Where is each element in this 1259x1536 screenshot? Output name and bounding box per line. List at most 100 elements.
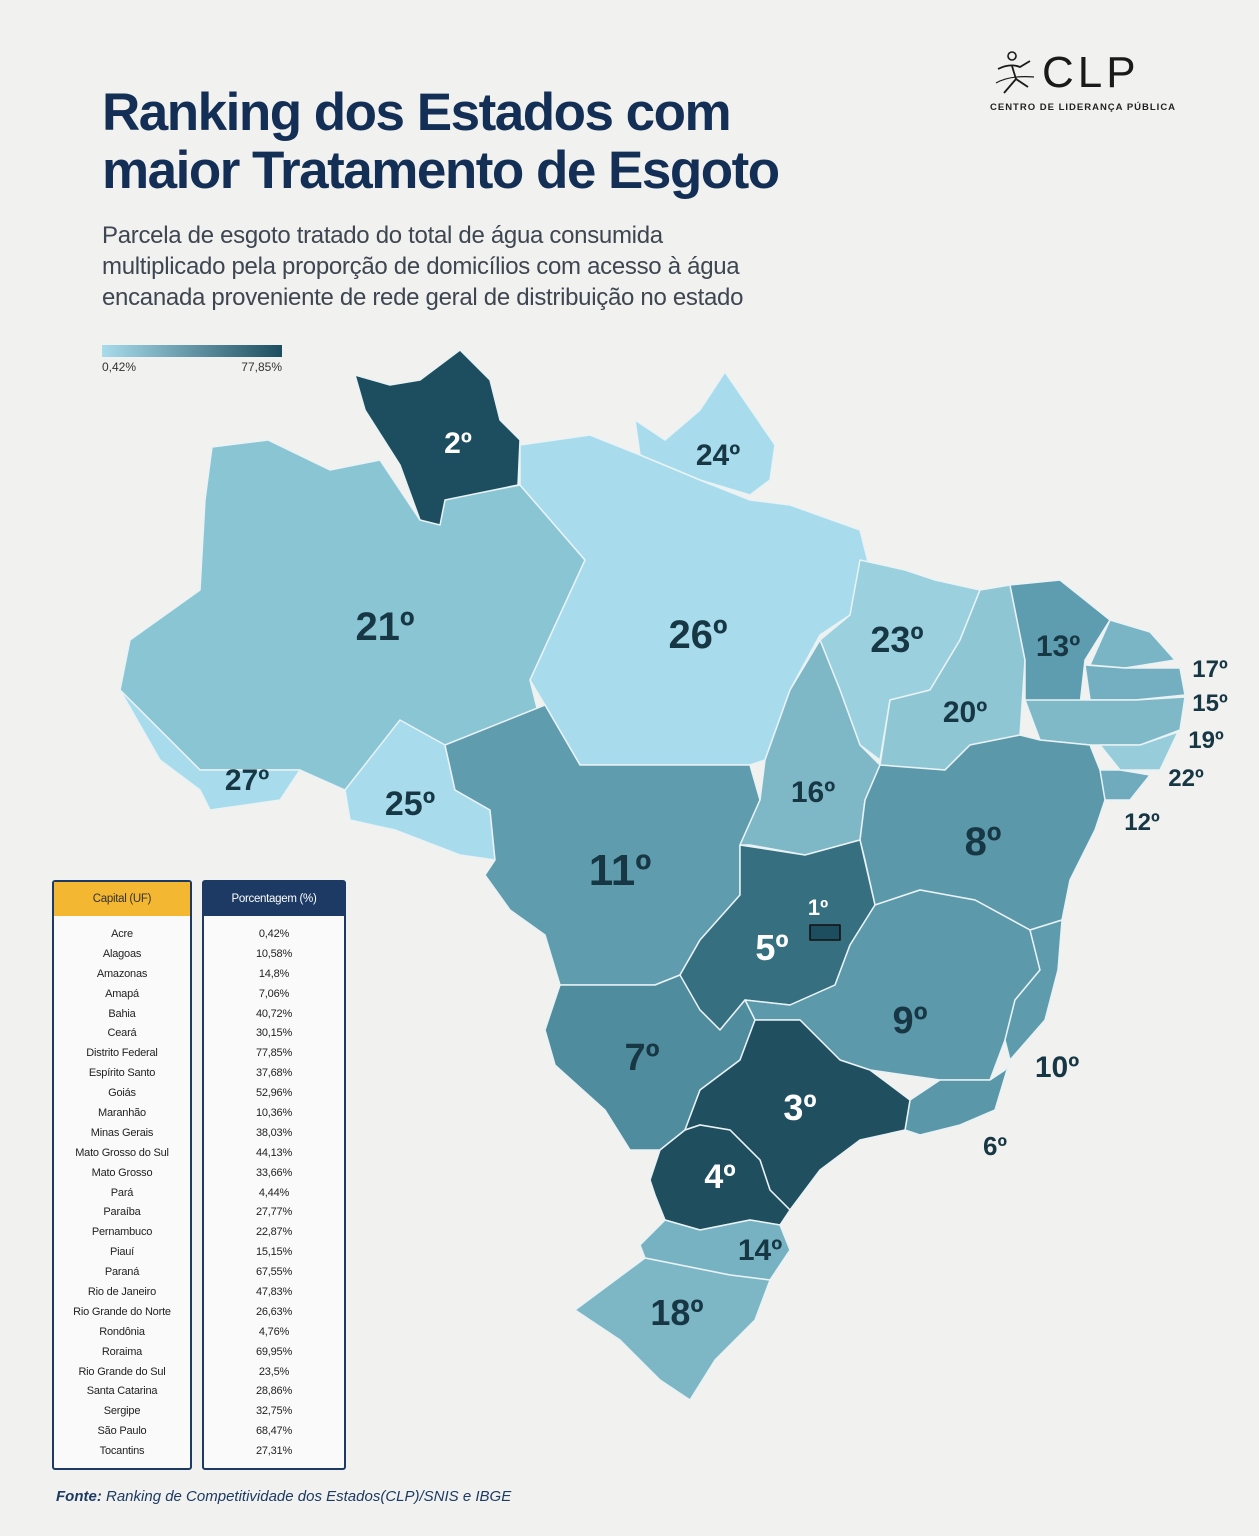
table-row-state: Piauí bbox=[109, 1246, 135, 1259]
table-row-percent: 14,8% bbox=[258, 967, 290, 980]
rank-label-df: 1º bbox=[808, 895, 828, 920]
table-row-state: Pará bbox=[110, 1186, 134, 1199]
rank-label-es: 10º bbox=[1035, 1051, 1079, 1084]
table-row-percent: 47,83% bbox=[255, 1286, 293, 1299]
capital-list: Acre Alagoas Amazonas Amapá Bahia Ceará Distri… bbox=[54, 925, 190, 1462]
rank-label-am: 21º bbox=[355, 605, 414, 649]
rank-label-ro: 25º bbox=[385, 785, 435, 823]
rank-label-to: 16º bbox=[791, 776, 835, 809]
table-row-state: Rio de Janeiro bbox=[87, 1286, 157, 1299]
state-distrito-federal bbox=[809, 924, 841, 941]
table-row-state: Pernambuco bbox=[91, 1226, 153, 1239]
table-row-state: Sergipe bbox=[103, 1405, 141, 1418]
table-row-state: Rio Grande do Sul bbox=[78, 1365, 166, 1378]
rank-label-sc: 14º bbox=[738, 1234, 782, 1267]
table-row-state: Mato Grosso do Sul bbox=[75, 1146, 169, 1159]
subtitle-line-2: multiplicado pela proporção de domicílio… bbox=[102, 253, 740, 280]
table-row-percent: 30,15% bbox=[255, 1027, 293, 1040]
clp-logo: CLP CENTRO DE LIDERANÇA PÚBLICA bbox=[990, 48, 1205, 113]
rank-label-ms: 7º bbox=[624, 1037, 659, 1079]
table-row-percent: 32,75% bbox=[255, 1405, 293, 1418]
rank-label-go: 5º bbox=[755, 927, 788, 968]
table-row-percent: 68,47% bbox=[255, 1425, 293, 1438]
subtitle-line-1: Parcela de esgoto tratado do total de ág… bbox=[102, 222, 663, 249]
rank-label-rj: 6º bbox=[983, 1131, 1007, 1161]
rank-label-rn: 17º bbox=[1192, 656, 1228, 683]
table-row-percent: 4,76% bbox=[258, 1325, 290, 1338]
source-note: Fonte: Ranking de Competitividade dos Es… bbox=[56, 1488, 511, 1505]
table-row-percent: 10,36% bbox=[255, 1107, 293, 1120]
table-row-percent: 4,44% bbox=[258, 1186, 290, 1199]
legend-max-label: 77,85% bbox=[241, 360, 282, 374]
rank-label-ba: 8º bbox=[965, 820, 1002, 864]
table-row-state: Espírito Santo bbox=[88, 1067, 156, 1080]
rank-label-mt: 11º bbox=[589, 846, 652, 895]
rank-label-ce: 13º bbox=[1036, 630, 1080, 663]
subtitle-line-3: encanada proveniente de rede geral de di… bbox=[102, 284, 744, 311]
table-row-percent: 15,15% bbox=[255, 1246, 293, 1259]
table-row-state: Mato Grosso bbox=[91, 1166, 153, 1179]
rank-label-sp: 3º bbox=[783, 1087, 816, 1128]
capital-column: Capital (UF) Acre Alagoas Amazonas Amapá Bah… bbox=[52, 880, 192, 1470]
percent-list: 0,42% 10,58% 14,8% 7,06% 40,72% 30,15% 77,85% 3… bbox=[204, 925, 344, 1462]
state-rio-grande-do-sul bbox=[574, 1257, 771, 1401]
table-row-state: Ceará bbox=[107, 1027, 137, 1040]
rank-label-pi: 20º bbox=[943, 696, 987, 729]
table-row-state: Rio Grande do Norte bbox=[73, 1305, 171, 1318]
table-row-state: Paraíba bbox=[103, 1206, 141, 1219]
rank-label-ac: 27º bbox=[225, 764, 269, 797]
source-text: Ranking de Competitividade dos Estados(C… bbox=[106, 1488, 512, 1505]
state-parana bbox=[649, 1124, 791, 1231]
table-row-percent: 69,95% bbox=[255, 1345, 293, 1358]
table-row-state: Amapá bbox=[105, 987, 139, 1000]
table-row-percent: 7,06% bbox=[258, 987, 290, 1000]
rank-label-rs: 18º bbox=[650, 1292, 703, 1333]
logo-tagline: CENTRO DE LIDERANÇA PÚBLICA bbox=[990, 102, 1177, 113]
table-row-state: Distrito Federal bbox=[86, 1047, 158, 1060]
rank-label-pr: 4º bbox=[704, 1158, 735, 1196]
table-row-percent: 27,31% bbox=[255, 1445, 293, 1458]
color-legend: 0,42% 77,85% bbox=[102, 345, 282, 374]
table-row-state: São Paulo bbox=[97, 1425, 147, 1438]
percent-column: Porcentagem (%) 0,42% 10,58% 14,8% 7,06% 40,… bbox=[202, 880, 346, 1470]
rank-label-rr: 2º bbox=[444, 427, 472, 460]
capital-header: Capital (UF) bbox=[54, 882, 190, 916]
legend-min-label: 0,42% bbox=[102, 360, 137, 374]
table-row-percent: 0,42% bbox=[258, 928, 290, 940]
rank-label-pe: 19º bbox=[1188, 727, 1224, 754]
rank-label-ma: 23º bbox=[870, 619, 923, 660]
state-alagoas bbox=[1099, 731, 1179, 771]
table-row-state: Goiás bbox=[108, 1087, 136, 1100]
table-row-state: Rondônia bbox=[99, 1325, 145, 1338]
table-row-state: Santa Catarina bbox=[86, 1385, 158, 1398]
rank-label-ap: 24º bbox=[696, 439, 740, 472]
state-rio-grande-do-norte bbox=[1089, 619, 1176, 669]
state-para bbox=[519, 434, 871, 766]
table-row-state: Maranhão bbox=[98, 1107, 146, 1120]
table-row-percent: 37,68% bbox=[255, 1067, 293, 1080]
rank-label-pb: 15º bbox=[1192, 690, 1228, 717]
table-row-percent: 38,03% bbox=[255, 1126, 293, 1139]
table-row-state: Bahia bbox=[108, 1007, 136, 1020]
rank-label-pa: 26º bbox=[668, 613, 727, 657]
percent-header: Porcentagem (%) bbox=[204, 882, 344, 916]
table-row-percent: 10,58% bbox=[255, 947, 293, 960]
logo-brand: CLP bbox=[1042, 48, 1140, 97]
source-label: Fonte: bbox=[56, 1488, 102, 1505]
state-acre bbox=[119, 689, 301, 811]
page-title: Ranking dos Estados com maior Tratamento… bbox=[102, 84, 982, 200]
table-row-percent: 23,5% bbox=[258, 1365, 290, 1378]
runner-icon bbox=[995, 51, 1035, 94]
table-row-state: Tocantins bbox=[99, 1445, 145, 1458]
state-roraima bbox=[354, 349, 521, 526]
table-row-percent: 44,13% bbox=[255, 1146, 293, 1159]
table-row-state: Amazonas bbox=[96, 967, 148, 980]
rank-label-se: 12º bbox=[1124, 809, 1160, 836]
table-row-percent: 27,77% bbox=[255, 1206, 293, 1219]
title-line-2: maior Tratamento de Esgoto bbox=[102, 141, 780, 200]
rank-label-al: 22º bbox=[1168, 765, 1204, 792]
state-paraiba bbox=[1084, 664, 1186, 701]
legend-gradient-bar bbox=[102, 345, 282, 357]
table-row-state: Alagoas bbox=[102, 947, 142, 960]
